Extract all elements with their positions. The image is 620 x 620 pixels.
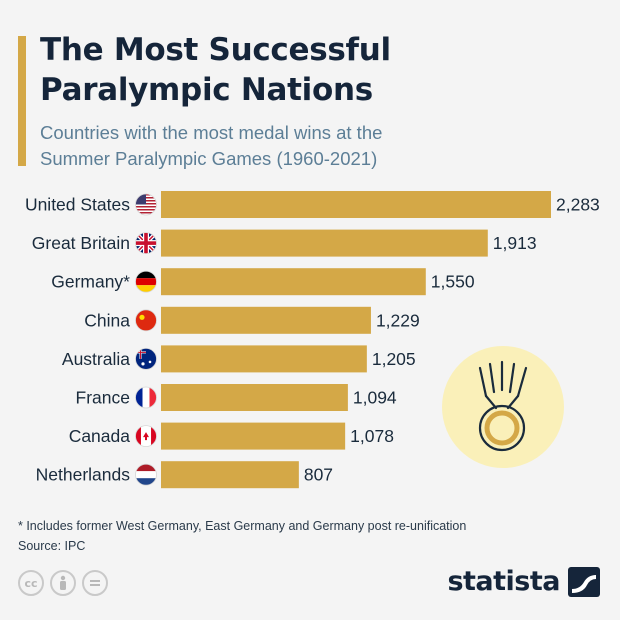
de-flag-icon <box>135 271 157 293</box>
us-flag-icon <box>135 194 157 215</box>
au-flag-icon <box>135 348 157 370</box>
us-stripe <box>135 210 157 212</box>
au-flag-icon-ring <box>135 347 157 370</box>
category-label: Germany* <box>51 272 130 292</box>
chart-subtitle: Countries with the most medal wins at th… <box>40 120 600 172</box>
bar-row: China 1,229 <box>84 306 420 334</box>
us-flag-icon-ring <box>135 193 157 216</box>
statista-brand[interactable]: statista <box>447 566 600 597</box>
footnote-text: * Includes former West Germany, East Ger… <box>18 519 467 533</box>
us-stripe <box>135 212 157 214</box>
bar <box>161 268 426 296</box>
au-star <box>148 360 152 364</box>
bar <box>161 306 371 334</box>
bar <box>161 422 346 450</box>
title-accent-bar <box>18 36 26 166</box>
bar-row: France 1,094 <box>76 384 397 411</box>
bar-row: United States 2,283 <box>25 191 600 218</box>
fr-blue <box>135 387 143 408</box>
bar <box>161 229 488 257</box>
cn-flag-icon <box>135 309 157 331</box>
bar <box>161 461 299 489</box>
us-stripe <box>135 204 157 206</box>
us-stripe <box>135 209 157 211</box>
bar <box>161 191 551 218</box>
medal-illustration <box>442 346 564 468</box>
chart-title: The Most Successful Paralympic Nations <box>40 30 600 110</box>
de-flag-icon-ring <box>135 270 157 293</box>
cc-icon[interactable]: cc <box>18 570 44 596</box>
person-glyph-icon <box>60 575 66 590</box>
value-label: 1,913 <box>493 233 537 253</box>
fr-red <box>149 387 157 408</box>
category-label: Great Britain <box>32 233 130 253</box>
gb-flag-icon <box>135 232 157 254</box>
bar <box>161 345 367 373</box>
statista-logo-icon <box>568 566 600 597</box>
equals-glyph-icon <box>90 580 100 586</box>
au-union-red <box>140 348 141 359</box>
bar <box>161 384 348 411</box>
category-label: Australia <box>62 349 130 369</box>
person-icon[interactable] <box>50 570 76 596</box>
bar-row: Germany* 1,550 <box>51 268 475 296</box>
category-label: Netherlands <box>36 465 131 485</box>
de-black <box>135 271 157 279</box>
cn-star <box>139 314 145 320</box>
au-star <box>141 362 145 366</box>
brand-name: statista <box>447 566 560 597</box>
subtitle-line-2: Summer Paralympic Games (1960-2021) <box>40 148 378 169</box>
fr-flag-icon-ring <box>135 386 157 409</box>
us-stripe <box>135 213 157 215</box>
nl-red <box>135 464 157 472</box>
us-canton <box>135 194 146 205</box>
gb-flag-icon-ring <box>135 232 157 254</box>
category-label: United States <box>25 195 130 215</box>
bar-row: Netherlands 807 <box>36 461 333 489</box>
ca-flag-icon <box>135 425 157 447</box>
source-text: Source: IPC <box>18 539 86 553</box>
ca-leaf <box>143 432 149 441</box>
footnote-block: * Includes former West Germany, East Ger… <box>18 516 466 556</box>
gb-cross-v-red <box>144 232 148 254</box>
nl-flag-icon <box>135 464 157 486</box>
ca-red-left <box>135 425 141 447</box>
title-line-2: Paralympic Nations <box>40 72 373 108</box>
de-red <box>135 278 157 286</box>
value-label: 1,229 <box>376 310 420 330</box>
value-label: 2,283 <box>556 195 600 215</box>
bar-chart: United States 2,283 Great Britain 1,913 Germ… <box>25 191 600 489</box>
value-label: 1,078 <box>350 426 394 446</box>
us-stripe <box>135 207 157 209</box>
fr-flag-icon <box>135 387 157 408</box>
nl-blue <box>135 478 157 486</box>
fr-white <box>142 387 150 408</box>
category-label: China <box>84 310 130 330</box>
category-label: France <box>76 388 130 408</box>
nl-white <box>135 471 157 479</box>
subtitle-line-1: Countries with the most medal wins at th… <box>40 122 383 143</box>
medal-icon <box>478 360 528 452</box>
us-stripe <box>135 206 157 208</box>
nl-flag-icon-ring <box>135 463 157 486</box>
de-gold <box>135 285 157 293</box>
bar-row: Australia 1,205 <box>62 345 416 373</box>
equals-icon[interactable] <box>82 570 108 596</box>
license-icons: cc <box>18 570 108 596</box>
value-label: 1,550 <box>431 272 475 292</box>
title-line-1: The Most Successful <box>40 32 391 68</box>
category-label: Canada <box>69 426 131 446</box>
value-label: 1,205 <box>372 349 416 369</box>
ca-flag-icon-ring <box>135 425 157 448</box>
ca-red-right <box>151 425 157 447</box>
value-label: 1,094 <box>353 388 397 408</box>
bar-row: Great Britain 1,913 <box>32 229 537 257</box>
cn-flag-icon-ring <box>135 309 157 332</box>
bar-row: Canada 1,078 <box>69 422 394 450</box>
value-label: 807 <box>304 465 333 485</box>
